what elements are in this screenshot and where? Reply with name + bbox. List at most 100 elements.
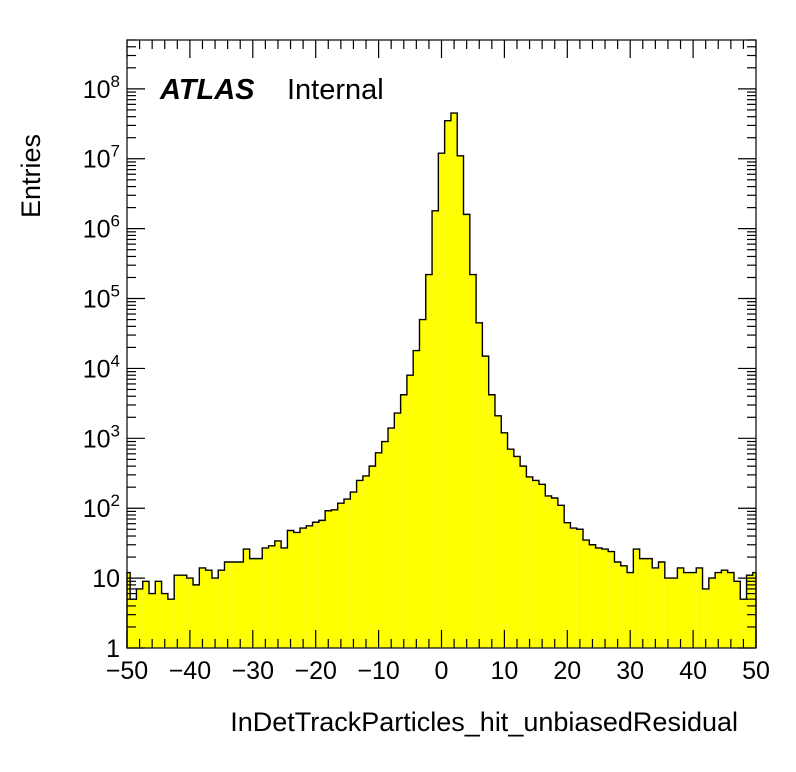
histogram-bar xyxy=(211,578,219,648)
histogram-bar xyxy=(463,214,470,648)
histogram-bar xyxy=(293,532,300,648)
histogram-bar xyxy=(551,497,558,648)
x-tick-labels: −50 −40 −30 −20 −10 0 10 20 30 40 50 xyxy=(106,657,770,685)
histogram-bar xyxy=(652,567,659,648)
histogram-bar xyxy=(557,505,565,648)
histogram-bar xyxy=(262,547,269,648)
histogram-bar xyxy=(205,570,212,648)
histogram-bar xyxy=(601,549,609,648)
histogram-bar xyxy=(733,581,741,648)
histogram-bar xyxy=(413,350,420,648)
histogram-bar xyxy=(740,599,747,648)
histogram-bar xyxy=(394,413,401,648)
histogram-bar xyxy=(658,561,665,648)
x-tick-label: 50 xyxy=(742,657,770,685)
atlas-label: ATLAS xyxy=(159,74,255,106)
histogram-bar xyxy=(174,575,181,648)
x-tick-label: −20 xyxy=(294,657,336,685)
histogram-bar xyxy=(752,572,756,648)
histogram-bar xyxy=(161,593,168,648)
y-tick-label: 102 xyxy=(83,491,120,523)
x-tick-label: 40 xyxy=(679,657,707,685)
histogram-bar xyxy=(702,588,709,648)
histogram-bar xyxy=(230,561,238,648)
histogram-bar xyxy=(645,558,653,648)
histogram-bar xyxy=(136,588,143,648)
histogram-bar xyxy=(689,572,697,648)
histogram-bar xyxy=(564,522,571,648)
y-tick-label: 104 xyxy=(83,351,120,383)
histogram-bar xyxy=(469,274,477,648)
histogram-bar xyxy=(671,578,678,648)
x-axis-title: InDetTrackParticles_hit_unbiasedResidual xyxy=(230,707,738,737)
histogram-bar xyxy=(362,475,370,648)
histogram-bar xyxy=(142,581,150,648)
histogram-bar xyxy=(318,520,326,648)
histogram-bar xyxy=(337,503,345,648)
histogram-bar xyxy=(167,599,175,648)
y-tick-label: 103 xyxy=(83,421,120,453)
histogram-bar xyxy=(526,476,533,648)
histogram-bar xyxy=(299,528,307,648)
histogram-bar xyxy=(281,547,288,648)
histogram-bar xyxy=(381,441,389,648)
axis-ticks xyxy=(126,39,757,649)
histogram-bar xyxy=(180,575,187,648)
histogram-bar xyxy=(287,530,294,648)
histogram-bar xyxy=(218,570,225,648)
histogram-bar xyxy=(186,578,194,648)
histogram-bar xyxy=(344,499,351,648)
histogram-bar xyxy=(476,322,483,648)
y-tick-label: 106 xyxy=(83,212,120,244)
histogram-bar xyxy=(444,120,451,648)
histogram-bar xyxy=(507,449,514,648)
histogram-bar xyxy=(425,274,433,648)
histogram-bar xyxy=(746,575,753,648)
histogram-bars xyxy=(127,113,756,648)
histogram-bar xyxy=(576,529,584,648)
histogram-bar xyxy=(608,551,615,648)
histogram-bar xyxy=(501,432,508,648)
histogram-bar xyxy=(627,572,634,648)
histogram-bar xyxy=(149,593,156,648)
histogram-bar xyxy=(237,561,244,648)
histogram-bar xyxy=(482,356,489,648)
histogram-bar xyxy=(325,510,332,648)
histogram-bar xyxy=(375,452,382,648)
histogram-bar xyxy=(677,567,684,648)
y-tick-label: 10 xyxy=(92,565,120,593)
x-tick-label: −40 xyxy=(169,657,211,685)
y-axis-title: Entries xyxy=(16,134,46,218)
histogram-bar xyxy=(369,466,376,648)
x-tick-label: −50 xyxy=(106,657,148,685)
y-tick-label: 108 xyxy=(83,72,120,104)
histogram-bar xyxy=(545,495,552,648)
histogram-bar xyxy=(721,570,728,648)
histogram-bar xyxy=(350,492,357,648)
histogram-bar xyxy=(306,525,313,648)
histogram-bar xyxy=(664,578,672,648)
histogram-bar xyxy=(400,394,407,648)
histogram-bar xyxy=(595,547,602,648)
histogram-bar xyxy=(583,540,590,648)
histogram-outline xyxy=(126,112,757,648)
x-tick-label: 20 xyxy=(553,657,581,685)
histogram-bar xyxy=(620,565,628,648)
histogram-bar xyxy=(199,567,206,648)
histogram-bar xyxy=(268,545,275,648)
histogram-bar xyxy=(513,456,521,648)
histogram-bar xyxy=(155,581,162,648)
histogram-bar xyxy=(127,572,131,648)
histogram-bar xyxy=(356,480,363,648)
x-tick-label: −10 xyxy=(357,657,399,685)
histogram-bar xyxy=(494,415,502,648)
histogram-bar xyxy=(224,561,231,648)
histogram-bar xyxy=(683,572,690,648)
y-tick-label: 107 xyxy=(83,142,120,174)
histogram-bar xyxy=(249,558,256,648)
histogram-bar xyxy=(419,319,426,648)
histogram-bar xyxy=(457,155,464,648)
histogram-bar xyxy=(633,549,640,648)
histogram-bar xyxy=(406,375,414,648)
histogram-bar xyxy=(432,210,439,648)
